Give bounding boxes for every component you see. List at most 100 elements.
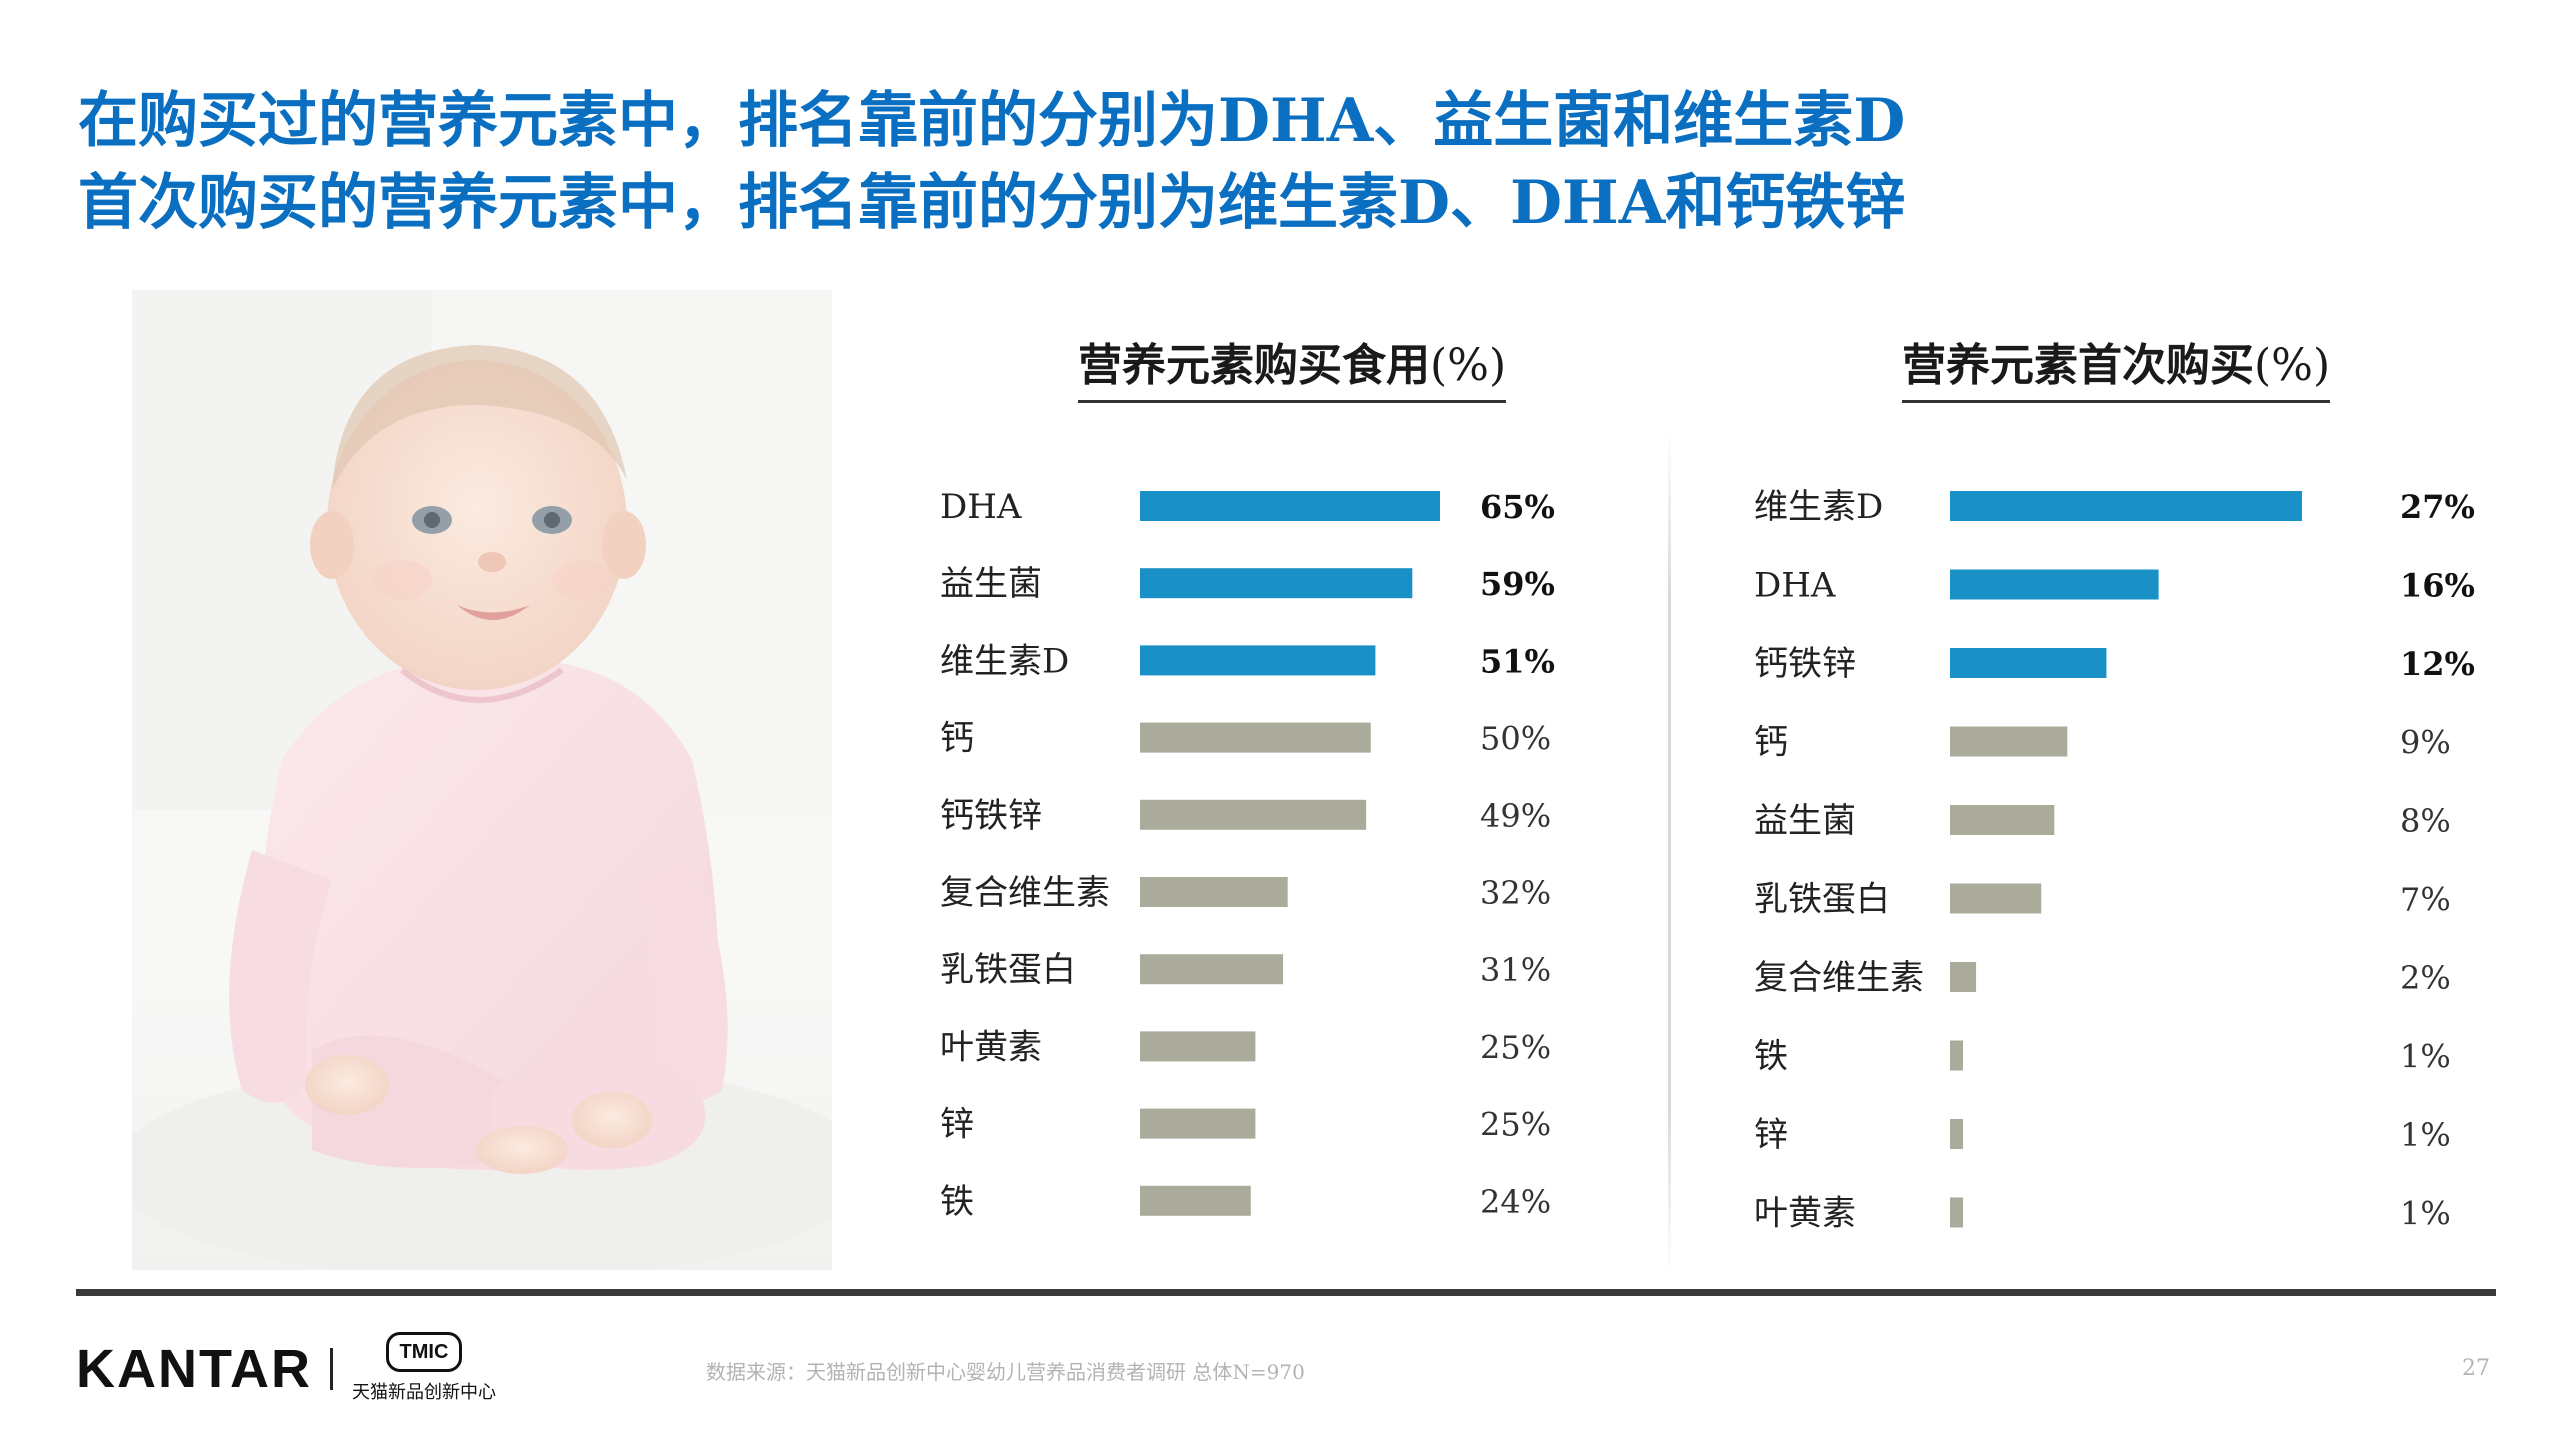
bar [1950, 569, 2159, 600]
value-label: 9% [2400, 724, 2451, 762]
chart-2: 维生素D 27% DHA 16% 钙铁锌 12% 钙 9% 益生菌 8% 乳铁蛋白 7% 复合维生素 2%… [1754, 480, 2475, 1260]
value-label: 25% [1480, 1106, 1551, 1144]
bar-row: 益生菌 8% [1754, 801, 2451, 841]
bar-row: 铁 1% [1754, 1037, 2451, 1077]
bar-row: 益生菌 59% [940, 564, 1555, 604]
bar [1140, 877, 1288, 907]
bar [1950, 962, 1977, 992]
bar [1950, 1119, 1964, 1149]
category-label: 叶黄素 [940, 1027, 1042, 1067]
headline-line-2: 首次购买的营养元素中，排名靠前的分别为维生素D、DHA和钙铁锌 [78, 168, 1906, 238]
category-label: 益生菌 [1754, 801, 1856, 841]
category-label: 锌 [940, 1105, 974, 1145]
value-label: 8% [2400, 802, 2451, 840]
value-label: 27% [2400, 488, 2475, 526]
bar [1950, 1197, 1964, 1228]
category-label: 维生素D [1754, 487, 1883, 527]
chart-1-title-unit: (%) [1430, 340, 1507, 391]
category-label: 乳铁蛋白 [940, 950, 1076, 990]
bar-row: 乳铁蛋白 31% [940, 950, 1551, 990]
category-label: 铁 [940, 1182, 974, 1222]
value-label: 7% [2400, 881, 2451, 919]
value-label: 12% [2400, 645, 2475, 683]
category-label: 钙 [1754, 723, 1788, 763]
value-label: 2% [2400, 959, 2451, 997]
value-label: 1% [2400, 1195, 2451, 1233]
value-label: 24% [1480, 1183, 1551, 1221]
value-label: 16% [2400, 567, 2475, 605]
category-label: 叶黄素 [1754, 1194, 1856, 1234]
bar-row: 锌 1% [1754, 1115, 2451, 1155]
value-label: 25% [1480, 1028, 1551, 1066]
bar-row: 铁 24% [940, 1182, 1551, 1222]
logo-separator [330, 1348, 333, 1390]
kantar-logo: KANTAR [76, 1339, 312, 1399]
category-label: 乳铁蛋白 [1754, 880, 1890, 920]
bar [1950, 805, 2055, 835]
chart-1-title-text: 营养元素购买食用 [1078, 340, 1430, 391]
chart-1-title: 营养元素购买食用(%) [1078, 338, 1507, 403]
bar [1950, 491, 2302, 521]
bar-row: 叶黄素 1% [1754, 1194, 2451, 1234]
category-label: DHA [940, 487, 1022, 527]
category-label: 钙 [940, 719, 974, 759]
headline: 在购买过的营养元素中，排名靠前的分别为DHA、益生菌和维生素D 首次购买的营养元… [78, 80, 2378, 244]
value-label: 1% [2400, 1116, 2451, 1154]
chart-divider [1668, 430, 1671, 1275]
bar-row: 复合维生素 2% [1754, 958, 2451, 998]
value-label: 50% [1480, 720, 1551, 758]
chart-1-svg: DHA 65% 益生菌 59% 维生素D 51% 钙 50% 钙铁锌 49% 复合维生素 32% 乳铁蛋… [940, 487, 1555, 1222]
category-label: 维生素D [940, 641, 1069, 681]
chart-1: DHA 65% 益生菌 59% 维生素D 51% 钙 50% 钙铁锌 49% 复合维生素 32% 乳铁蛋… [940, 480, 1640, 1240]
bar-row: 叶黄素 25% [940, 1027, 1551, 1067]
bar-row: 钙铁锌 12% [1754, 644, 2475, 684]
bar-row: DHA 16% [1754, 566, 2475, 606]
bar-row: 钙 9% [1754, 723, 2451, 763]
value-label: 49% [1480, 797, 1551, 835]
tmic-name: 天猫新品创新中心 [352, 1382, 496, 1403]
category-label: DHA [1754, 566, 1836, 606]
chart-2-title-unit: (%) [2254, 340, 2331, 391]
bar [1140, 1185, 1251, 1216]
bar [1950, 883, 2042, 914]
bar-row: 钙 50% [940, 719, 1551, 759]
bar [1950, 1040, 1964, 1071]
bar-row: 复合维生素 32% [940, 873, 1551, 913]
value-label: 59% [1480, 565, 1555, 603]
tmic-badge: TMIC [386, 1332, 462, 1372]
bar [1950, 648, 2107, 678]
category-label: 钙铁锌 [1754, 644, 1856, 684]
bar [1140, 954, 1284, 985]
chart-2-svg: 维生素D 27% DHA 16% 钙铁锌 12% 钙 9% 益生菌 8% 乳铁蛋白 7% 复合维生素 2%… [1754, 487, 2475, 1234]
bar [1140, 1108, 1256, 1139]
page-number: 27 [2462, 1356, 2490, 1381]
bar-row: 乳铁蛋白 7% [1754, 880, 2451, 920]
baby-photo [132, 290, 832, 1270]
category-label: 益生菌 [940, 564, 1042, 604]
tmic-logo: TMIC 天猫新品创新中心 [352, 1330, 502, 1410]
data-source-note: 数据来源：天猫新品创新中心婴幼儿营养品消费者调研 总体N=970 [706, 1360, 1305, 1384]
value-label: 31% [1480, 951, 1551, 989]
bar [1140, 568, 1413, 599]
chart-2-title: 营养元素首次购买(%) [1902, 338, 2331, 403]
bar [1950, 726, 2068, 757]
bar-row: DHA 65% [940, 487, 1555, 527]
value-label: 1% [2400, 1038, 2451, 1076]
bar [1140, 722, 1371, 753]
bar [1140, 1031, 1256, 1062]
category-label: 铁 [1754, 1037, 1788, 1077]
bar-row: 维生素D 51% [940, 641, 1555, 681]
value-label: 65% [1480, 488, 1555, 526]
category-label: 钙铁锌 [940, 796, 1042, 836]
category-label: 锌 [1754, 1115, 1788, 1155]
bar [1140, 491, 1440, 521]
bar-row: 维生素D 27% [1754, 487, 2475, 527]
bar-row: 钙铁锌 49% [940, 796, 1551, 836]
category-label: 复合维生素 [1754, 958, 1924, 998]
category-label: 复合维生素 [940, 873, 1110, 913]
headline-line-1: 在购买过的营养元素中，排名靠前的分别为DHA、益生菌和维生素D [78, 86, 1906, 156]
bar [1140, 799, 1367, 830]
chart-2-title-text: 营养元素首次购买 [1902, 340, 2254, 391]
footer-rule [76, 1289, 2496, 1296]
value-label: 32% [1480, 874, 1551, 912]
